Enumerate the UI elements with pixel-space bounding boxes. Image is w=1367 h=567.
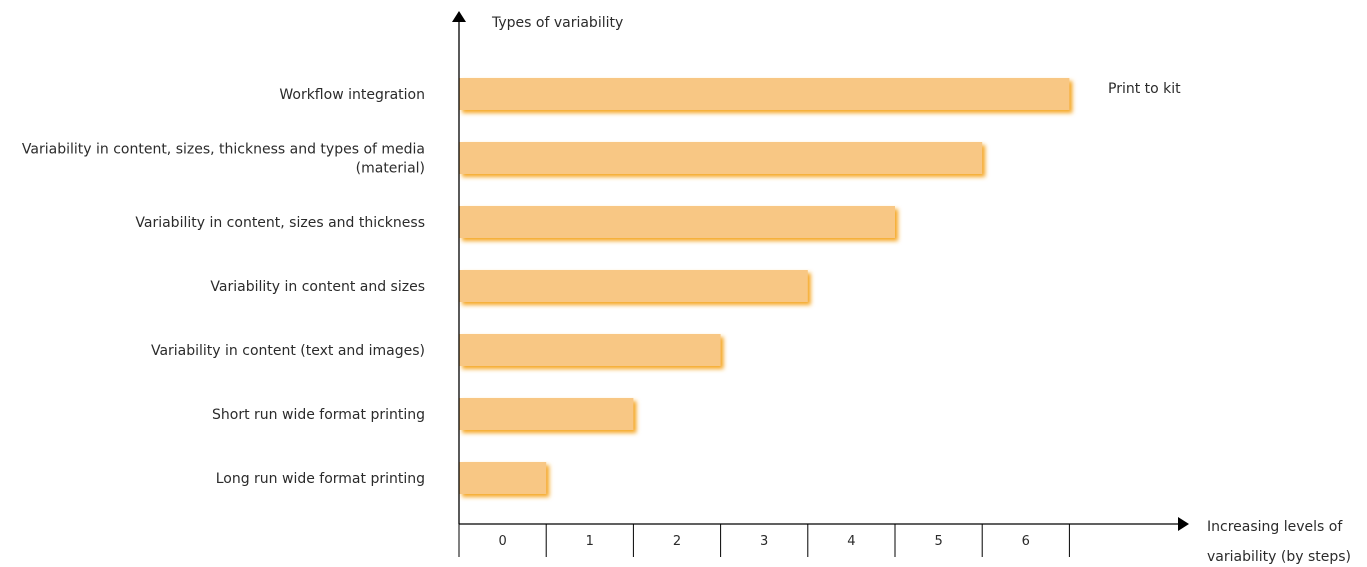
category-label: Long run wide format printing (216, 471, 425, 487)
x-axis-title: Increasing levels of (1207, 519, 1343, 535)
bar (459, 398, 636, 433)
x-tick-label: 3 (760, 534, 768, 549)
bar-fill (459, 270, 808, 302)
category-label: Variability in content, sizes and thickn… (135, 215, 425, 231)
category-label: Variability in content (text and images) (151, 343, 425, 359)
bar-fill (459, 78, 1069, 110)
y-axis-title: Types of variability (491, 15, 623, 31)
bar-fill (459, 462, 546, 494)
category-label: Variability in content, sizes, thickness… (22, 142, 425, 158)
bar-fill (459, 398, 633, 430)
bar (459, 334, 724, 369)
category-label: Short run wide format printing (212, 407, 425, 423)
x-axis-arrow (1178, 517, 1189, 531)
bar (459, 206, 898, 241)
annotation-label: Print to kit (1108, 81, 1181, 97)
x-tick-label: 1 (586, 534, 594, 549)
x-tick-label: 6 (1022, 534, 1030, 549)
bar (459, 270, 811, 305)
bars-group (459, 78, 1072, 497)
bar-fill (459, 142, 982, 174)
category-label: (material) (356, 161, 425, 177)
bar (459, 142, 985, 177)
x-axis-title-line2: variability (by steps) (1207, 549, 1351, 565)
x-tick-label: 4 (847, 534, 855, 549)
x-tick-label: 5 (934, 534, 942, 549)
y-axis-arrow (452, 11, 466, 22)
bar (459, 78, 1072, 113)
category-label: Workflow integration (279, 87, 425, 103)
bar (459, 462, 549, 497)
bar-fill (459, 206, 895, 238)
x-tick-label: 2 (673, 534, 681, 549)
x-tick-label: 0 (498, 534, 506, 549)
bar-fill (459, 334, 721, 366)
category-label: Variability in content and sizes (210, 279, 425, 295)
